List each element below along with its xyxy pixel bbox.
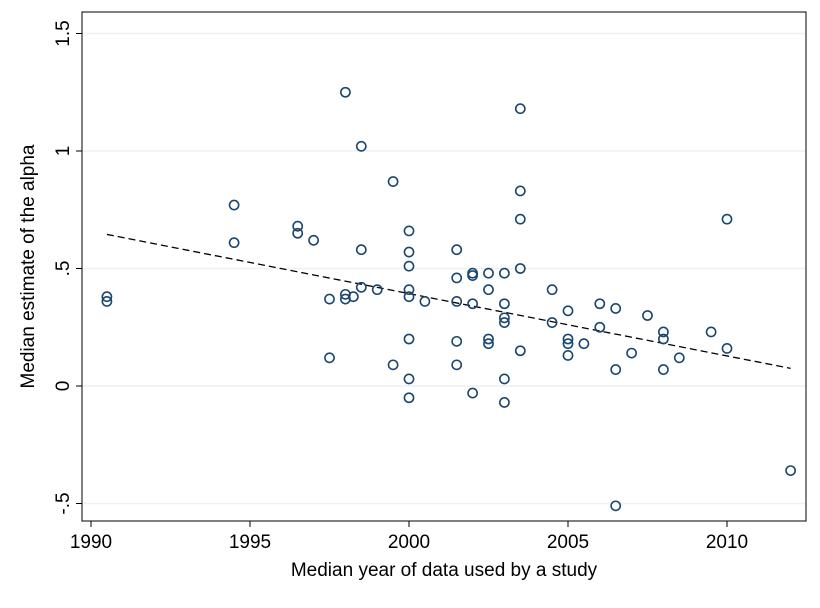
data-point [514, 213, 526, 225]
plot-frame [81, 11, 807, 522]
data-point [403, 392, 415, 404]
data-point [498, 373, 510, 385]
data-point [498, 317, 510, 328]
data-point [721, 213, 733, 225]
data-points [101, 86, 796, 512]
data-point [514, 345, 526, 357]
data-point [403, 225, 415, 237]
data-point [562, 333, 574, 345]
data-point [292, 227, 304, 239]
data-point [785, 465, 796, 476]
data-point [228, 199, 240, 211]
data-point [498, 298, 510, 310]
fitted-line [106, 233, 791, 370]
data-point [498, 312, 510, 324]
data-point [514, 263, 526, 274]
data-point [546, 317, 558, 328]
data-point [467, 387, 478, 399]
data-point [403, 291, 415, 303]
data-point [419, 295, 431, 307]
data-point [403, 246, 415, 258]
data-point [308, 234, 319, 246]
data-point [594, 298, 606, 310]
data-point [578, 338, 590, 350]
data-point [324, 293, 335, 305]
data-point [658, 326, 669, 338]
data-point [387, 176, 399, 187]
data-point [721, 342, 733, 354]
data-point [355, 244, 367, 256]
data-point [339, 86, 351, 98]
data-point [403, 260, 415, 272]
data-point [562, 350, 574, 361]
data-point [610, 364, 622, 375]
data-point [403, 284, 415, 296]
data-point [562, 338, 574, 350]
data-point [451, 295, 463, 307]
data-point [673, 352, 685, 364]
y-tick-label: 0 [53, 381, 74, 392]
data-point [467, 298, 478, 310]
data-point [483, 267, 494, 279]
data-point [371, 284, 383, 296]
data-point [228, 237, 240, 249]
y-tick-label: -.5 [53, 492, 74, 514]
data-point [355, 140, 367, 152]
data-point [483, 284, 494, 296]
data-point [483, 338, 494, 350]
data-point [101, 291, 113, 303]
data-point [292, 220, 304, 232]
y-tick-label: 1 [53, 146, 74, 157]
y-axis-title: Median estimate of the alpha [18, 144, 39, 388]
data-point [451, 244, 463, 256]
data-point [594, 321, 606, 333]
axes: -.5 0 .5 1 1.5 1990 1995 2000 2005 2010 [53, 20, 748, 553]
gridlines [82, 32, 806, 505]
data-point [705, 326, 717, 338]
data-point [324, 352, 335, 364]
x-tick-label: 2005 [547, 532, 589, 553]
data-point [403, 373, 415, 385]
data-point [546, 284, 558, 296]
data-point [498, 267, 510, 279]
data-point [642, 310, 653, 321]
data-point [451, 335, 463, 347]
data-point [451, 272, 463, 284]
data-point [451, 359, 463, 371]
y-tick-label: .5 [53, 261, 74, 277]
data-point [498, 397, 510, 408]
data-point [355, 281, 367, 293]
fitted-line-layer [106, 233, 791, 370]
data-point [562, 305, 574, 317]
data-point [658, 333, 669, 345]
data-point [514, 185, 526, 197]
x-tick-label: 1995 [229, 532, 271, 553]
data-point [101, 295, 113, 307]
data-point [658, 364, 669, 375]
x-axis-title: Median year of data used by a study [291, 560, 598, 581]
data-point [387, 359, 399, 371]
data-point [483, 333, 494, 345]
data-point [626, 347, 637, 359]
x-tick-label: 2000 [388, 532, 430, 553]
data-point [347, 291, 359, 303]
y-tick-label: 1.5 [53, 20, 74, 46]
data-point [467, 270, 478, 281]
data-point [610, 500, 622, 512]
data-point [403, 333, 415, 345]
data-point [610, 303, 622, 314]
x-tick-label: 1990 [70, 532, 112, 553]
x-tick-label: 2010 [706, 532, 748, 553]
data-point [514, 103, 526, 115]
